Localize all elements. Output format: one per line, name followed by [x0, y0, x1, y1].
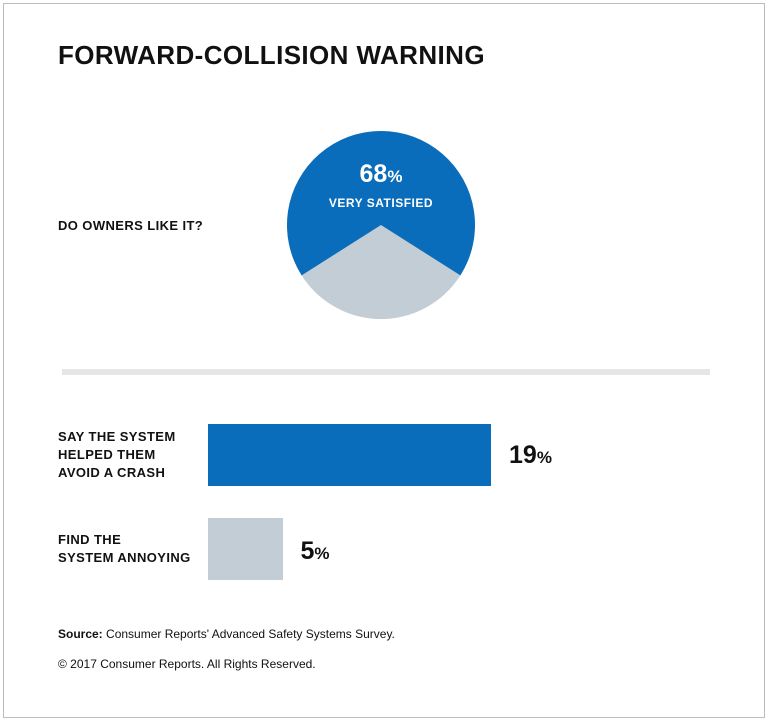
pie-value-label: 68% [287, 161, 475, 190]
bar-value-unit: % [314, 544, 330, 563]
bar-annoying [208, 518, 283, 580]
section-divider [62, 369, 710, 375]
pie-slice-very-satisfied [287, 131, 475, 276]
pie-svg [287, 131, 475, 319]
pie-caption: VERY SATISFIED [328, 196, 434, 210]
bar-value-number: 19 [509, 441, 537, 469]
copyright-notice: © 2017 Consumer Reports. All Rights Rese… [58, 657, 316, 671]
bar-label-annoying: FIND THE SYSTEM ANNOYING [58, 532, 191, 565]
bar-value-avoid-crash: 19% [509, 441, 552, 472]
source-note: Source: Consumer Reports' Advanced Safet… [58, 627, 395, 641]
bar-avoid-crash [208, 424, 491, 486]
infographic-frame [3, 3, 765, 718]
bar-value-number: 5 [300, 537, 315, 565]
source-prefix: Source: [58, 627, 103, 641]
source-text: Consumer Reports' Advanced Safety System… [106, 627, 395, 641]
pie-value-unit: % [387, 167, 403, 186]
bar-value-annoying: 5% [301, 537, 330, 568]
bar-value-unit: % [536, 448, 552, 467]
bar-label-avoid-crash: SAY THE SYSTEM HELPED THEM AVOID A CRASH [58, 429, 176, 480]
pie-value-number: 68 [359, 160, 388, 188]
satisfaction-pie-chart: 68% VERY SATISFIED [287, 131, 475, 319]
chart-title: FORWARD-COLLISION WARNING [58, 40, 485, 70]
pie-question-label: DO OWNERS LIKE IT? [58, 218, 204, 233]
